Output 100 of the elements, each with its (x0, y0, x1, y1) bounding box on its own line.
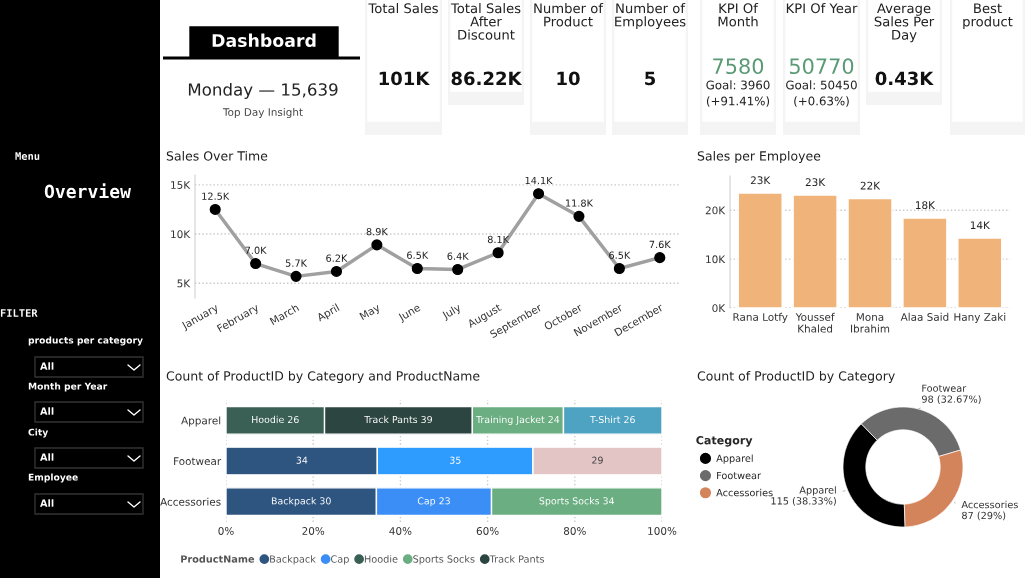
bar (792, 194, 838, 308)
x-tick-label: Rana Lotfy (733, 312, 788, 323)
text: 50770 (789, 58, 854, 75)
text: products per category (28, 336, 143, 346)
text: 86.22K (451, 71, 523, 86)
text: FILTER (0, 309, 38, 317)
annotation: 29 (592, 456, 603, 464)
legend-label: Accessories (716, 488, 773, 497)
data-label: Hoodie 26 (252, 415, 299, 424)
x-tick-label: 80% (563, 527, 586, 535)
legend-title: Category (696, 436, 753, 447)
text: All (40, 362, 54, 370)
text: Overview (44, 183, 131, 199)
data-label: 8.1K (487, 235, 510, 244)
text: Top Day Insight (222, 107, 303, 119)
data-label: T-Shirt 26 (589, 415, 635, 424)
slice-label: Accessories (961, 500, 1018, 509)
text: Month per Year (28, 382, 108, 392)
y-tick-label: 20K (705, 206, 726, 215)
y-tick-label: 15K (171, 181, 191, 189)
data-label: 8.9K (366, 227, 388, 236)
chart-title: Sales Over Time (166, 150, 268, 161)
text: Goal: 3960 (706, 80, 770, 90)
x-tick-label: 20% (302, 527, 325, 535)
y-tick-label: 10K (706, 255, 726, 264)
data-label: Sports Socks 34 (539, 497, 615, 507)
legend-label: Hoodie (364, 555, 398, 563)
text: Number of Product (534, 3, 604, 27)
y-tick-label: 0K (712, 304, 726, 313)
x-tick-label: May (359, 303, 382, 322)
chart-title: Count of ProductID by Category and ProductName (166, 370, 480, 384)
text: Dashboard (212, 33, 316, 48)
data-label: 6.4K (447, 252, 469, 260)
legend-label: Sports Socks (413, 555, 475, 565)
data-label: 11.8K (566, 199, 594, 207)
bar (902, 217, 948, 308)
data-label: 14.1K (525, 176, 553, 184)
x-tick-label: 40% (389, 527, 412, 535)
data-label: 5.7K (285, 259, 308, 267)
chart-title: Sales per Employee (697, 150, 821, 164)
x-tick-label: 60% (476, 527, 499, 535)
x-tick-label: July (441, 303, 463, 322)
y-tick-label: Accessories (160, 497, 221, 506)
slice-label: Footwear (922, 384, 967, 392)
text: Menu (15, 152, 40, 161)
data-label: Track Pants 39 (364, 415, 432, 424)
x-tick-label: Hany Zaki (954, 312, 1006, 323)
text: (+0.63%) (794, 96, 849, 107)
y-tick-label: 10K (171, 230, 191, 239)
text: Best product (963, 3, 1013, 30)
x-tick-label: Alaa Said (900, 312, 949, 321)
text: KPI Of Year (786, 3, 858, 14)
data-label: 7.6K (649, 240, 671, 249)
text: Total Sales (368, 3, 438, 14)
x-tick-label: Mona Ibrahim (851, 313, 890, 333)
data-label: 6.5K (609, 251, 631, 259)
x-tick-label: Youssef Khaled (795, 312, 835, 333)
legend-title: ProductName (181, 555, 255, 563)
text: Number of Employees (615, 3, 686, 30)
data-label: 23K (805, 178, 826, 187)
legend-label: Track Pants (489, 555, 545, 563)
bar (737, 192, 783, 308)
text: All (40, 499, 54, 507)
text: All (40, 407, 54, 415)
slice-label: Apparel (799, 486, 836, 496)
data-label: 6.5K (407, 251, 429, 259)
legend-label: Cap (331, 555, 349, 565)
y-tick-label: 5K (177, 279, 191, 288)
data-label: Backpack 30 (271, 497, 331, 507)
bar (957, 237, 1003, 308)
data-label: 98 (32.67%) (922, 395, 981, 404)
text: (+91.41%) (706, 96, 770, 107)
data-label: Training Jacket 24 (476, 415, 560, 425)
text: Average Sales Per Day (874, 3, 935, 43)
data-label: 12.5K (202, 192, 230, 200)
data-label: 7.0K (245, 246, 267, 254)
text: 7580 (713, 58, 764, 75)
data-label: 18K (916, 201, 936, 210)
legend-label: Footwear (717, 471, 761, 480)
text: Employee (28, 473, 78, 483)
x-tick-label: 0% (218, 527, 234, 535)
data-label: 6.2K (326, 254, 348, 262)
annotation: 35 (450, 456, 461, 464)
text: 101K (379, 71, 430, 86)
data-label: Cap 23 (417, 497, 450, 507)
data-label: 87 (29%) (962, 511, 1006, 521)
y-tick-label: Footwear (174, 457, 222, 466)
text: 10 (557, 71, 580, 86)
text: KPI Of Month (718, 3, 759, 27)
text: 5 (645, 71, 656, 86)
y-tick-label: Apparel (181, 416, 221, 427)
data-label: 14K (970, 221, 991, 229)
text: Total Sales After Discount (450, 3, 521, 40)
text: Monday — 15,639 (188, 82, 338, 100)
bar (847, 197, 893, 308)
data-label: 23K (750, 176, 771, 185)
annotation: 34 (296, 456, 308, 464)
text: Goal: 50450 (786, 80, 857, 90)
x-tick-label: June (397, 303, 422, 324)
data-label: 22K (860, 181, 881, 190)
